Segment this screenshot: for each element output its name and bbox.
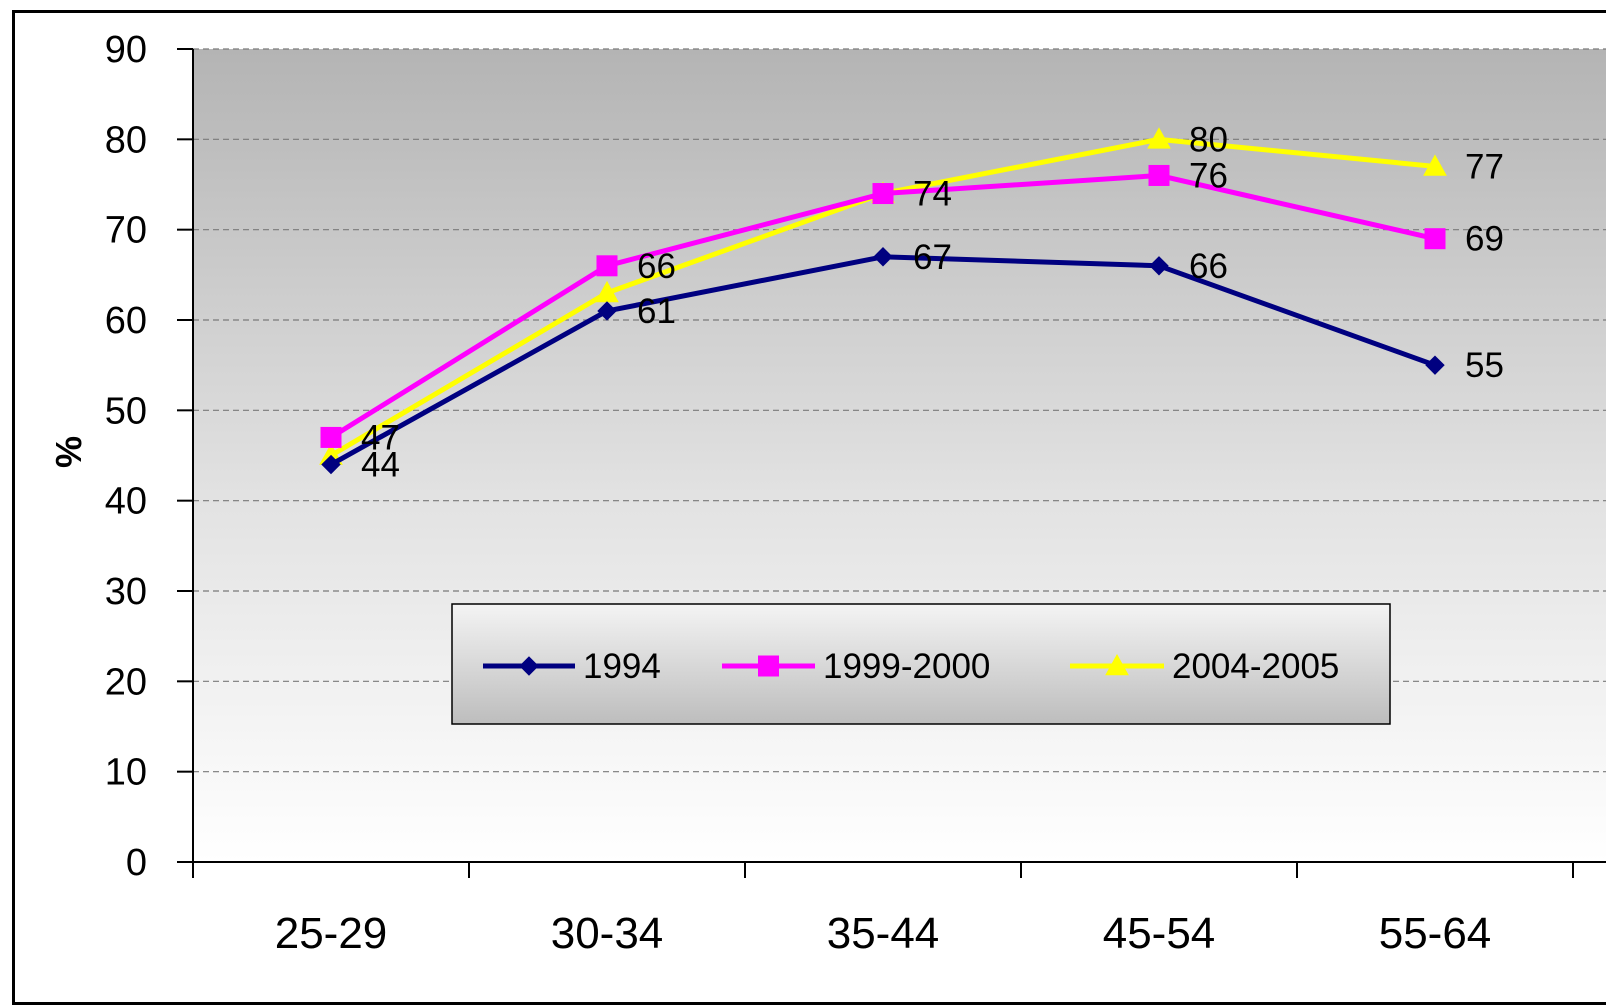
y-axis-ticks: 0 10 20 30 40 50 60 70 80 90 (105, 29, 193, 884)
legend: 1994 1999-2000 2004-2005 (451, 603, 1391, 725)
point-2004-2005-45-54 (1147, 127, 1171, 149)
x-tick-label-45-54: 45-54 (1103, 909, 1216, 958)
legend-label-2004-2005: 2004-2005 (1172, 647, 1339, 686)
point-1994-35-44 (873, 247, 893, 267)
data-label-2004-2005-55-64: 77 (1465, 147, 1504, 186)
y-tick-label-70: 70 (105, 210, 147, 252)
legend-box (451, 603, 1391, 725)
data-label-1994-25-29: 44 (361, 446, 400, 485)
point-1999-2000-25-29 (320, 426, 342, 448)
plot-area (193, 49, 1606, 862)
point-1994-25-29 (321, 454, 341, 475)
legend-label-1994: 1994 (583, 647, 661, 686)
data-label-1994-45-54: 66 (1189, 247, 1228, 286)
legend-marker-1994 (519, 656, 539, 676)
point-1994-55-64 (1425, 355, 1445, 375)
point-1994-45-54 (1149, 256, 1169, 276)
y-axis-label: % (48, 436, 89, 468)
legend-marker-1999-2000 (758, 655, 779, 677)
data-label-1994-30-34: 61 (637, 292, 676, 331)
y-tick-label-0: 0 (126, 842, 147, 884)
x-tick-label-35-44: 35-44 (827, 909, 940, 958)
data-label-2004-2005-45-54: 80 (1189, 120, 1228, 159)
point-1994-30-34 (597, 301, 617, 321)
data-label-1994-35-44: 67 (913, 238, 952, 277)
data-label-1999-2000-45-54: 76 (1189, 156, 1228, 195)
series-1994 (321, 247, 1445, 475)
x-axis-ticks: 25-29 30-34 35-44 45-54 55-64 (192, 862, 1574, 958)
y-tick-label-80: 80 (105, 119, 147, 161)
y-tick-label-90: 90 (105, 29, 147, 71)
point-1999-2000-35-44 (872, 183, 894, 205)
data-label-1999-2000-55-64: 69 (1465, 220, 1504, 259)
data-labels: 44 61 67 66 55 47 66 76 69 74 80 77 (361, 120, 1504, 484)
y-tick-label-20: 20 (105, 661, 147, 703)
point-1999-2000-30-34 (596, 255, 618, 277)
y-tick-label-30: 30 (105, 571, 147, 613)
point-1999-2000-45-54 (1148, 164, 1170, 186)
y-tick-label-40: 40 (105, 481, 147, 523)
legend-entry-2004-2005: 2004-2005 (1070, 647, 1339, 686)
y-tick-label-50: 50 (105, 390, 147, 432)
data-label-2004-2005-35-44: 74 (913, 175, 952, 214)
point-2004-2005-55-64 (1423, 154, 1447, 176)
x-tick-label-30-34: 30-34 (551, 909, 664, 958)
x-tick-label-25-29: 25-29 (275, 909, 388, 958)
point-1999-2000-55-64 (1424, 228, 1446, 250)
legend-label-1999-2000: 1999-2000 (823, 647, 990, 686)
x-tick-label-55-64: 55-64 (1379, 909, 1492, 958)
series-group (319, 127, 1447, 475)
data-label-1999-2000-25-29: 47 (361, 418, 400, 457)
y-tick-label-60: 60 (105, 300, 147, 342)
data-label-1994-55-64: 55 (1465, 346, 1504, 385)
legend-entry-1994: 1994 (483, 647, 661, 686)
series-1999-2000 (320, 164, 1446, 448)
legend-marker-2004-2005 (1105, 653, 1129, 676)
y-tick-label-10: 10 (105, 752, 147, 794)
data-label-1999-2000-30-34: 66 (637, 247, 676, 286)
axes (192, 49, 1606, 863)
legend-entry-1999-2000: 1999-2000 (722, 647, 990, 686)
